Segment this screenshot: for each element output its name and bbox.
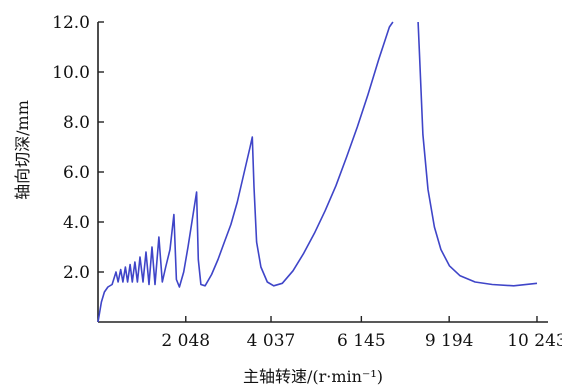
x-tick-label: 2 048 <box>161 331 210 351</box>
x-axis-title: 主轴转速/(r·min⁻¹) <box>243 367 383 386</box>
y-tick-group: 2.0 4.0 6.0 8.0 10.0 12.0 <box>52 13 104 283</box>
x-tick-label: 6 145 <box>337 331 386 351</box>
y-tick-label: 8.0 <box>63 113 90 133</box>
y-tick-label: 10.0 <box>52 63 90 83</box>
stability-lobe-line-2 <box>417 21 538 287</box>
stability-lobe-line-1 <box>97 21 394 323</box>
x-tick-label: 4 037 <box>247 331 296 351</box>
series-group <box>97 21 538 323</box>
y-tick-label: 12.0 <box>52 13 90 33</box>
x-tick-label: 10 243 <box>507 331 562 351</box>
x-tick-group: 2 048 4 037 6 145 9 194 10 243 <box>161 316 562 351</box>
x-tick-label: 9 194 <box>425 331 474 351</box>
y-tick-label: 2.0 <box>63 263 90 283</box>
y-tick-label: 4.0 <box>63 213 90 233</box>
y-axis-title: 轴向切深/mm <box>13 100 32 200</box>
y-tick-label: 6.0 <box>63 163 90 183</box>
